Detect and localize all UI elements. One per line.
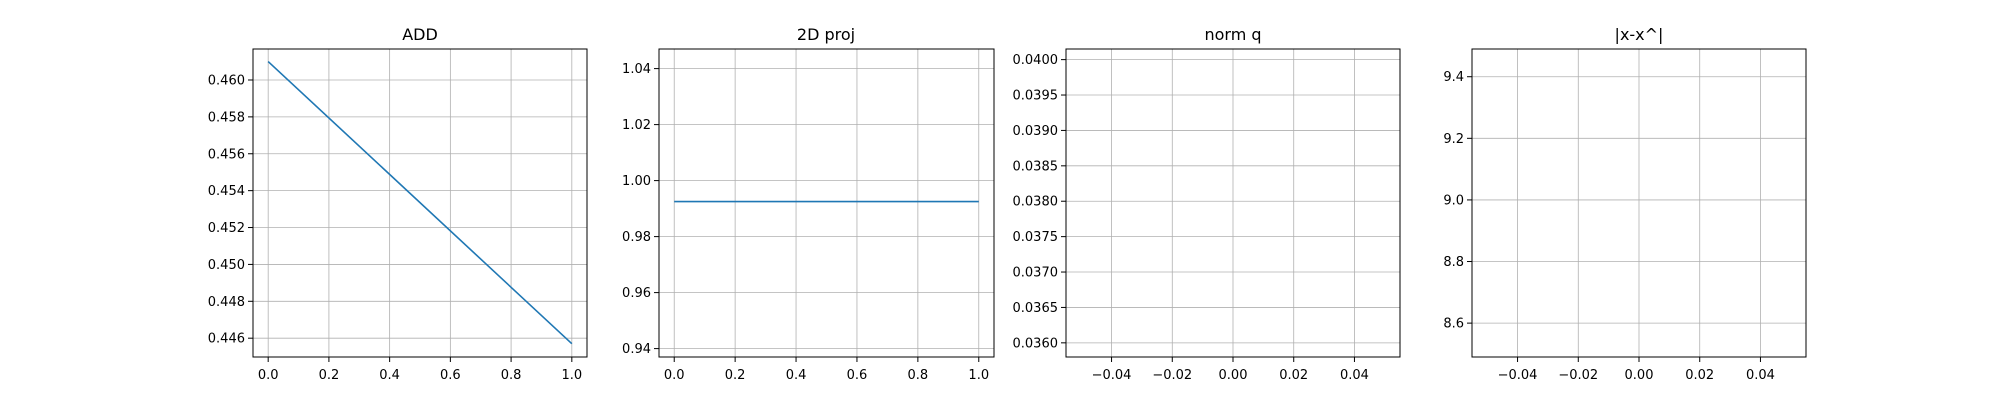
y-tick-label: 9.0 — [1443, 193, 1464, 208]
y-tick-label: 1.04 — [622, 62, 651, 77]
chart-panel-x-error: |x-x^| −0.04 −0.02 0.00 0.02 0.04 8.6 8.8 9.0 9.… — [1443, 25, 1807, 383]
x-tick-label: −0.04 — [1092, 368, 1132, 383]
y-tick-label: 0.0365 — [1013, 301, 1059, 316]
x-tick-label: −0.02 — [1558, 368, 1598, 383]
x-tick-label: 0.2 — [725, 368, 746, 383]
y-tick-label: 0.450 — [208, 258, 245, 273]
x-tick-label: 0.4 — [379, 368, 400, 383]
x-tick-label: 1.0 — [561, 368, 582, 383]
y-tick-label: 1.00 — [622, 174, 651, 189]
series-line — [267, 60, 573, 345]
chart-panel-add: ADD 0.0 0.2 0.4 0.6 0.8 1.0 0.446 0.448 0.450 0.4… — [208, 25, 588, 383]
y-tick-label: 1.02 — [622, 118, 651, 133]
y-tick-label: 0.0360 — [1013, 336, 1059, 351]
axes-frame — [658, 48, 995, 358]
y-tick-label: 9.4 — [1443, 70, 1464, 85]
x-tick-label: 0.04 — [1340, 368, 1369, 383]
y-tick-label: 0.94 — [622, 342, 651, 357]
y-tick-label: 0.0395 — [1013, 89, 1059, 104]
axes-frame — [252, 48, 588, 358]
y-tick-label: 0.0375 — [1013, 230, 1059, 245]
chart-title: ADD — [402, 25, 438, 44]
chart-panel-norm-q: norm q −0.04 −0.02 0.00 0.02 0.04 0.0360 0.036… — [1013, 25, 1401, 383]
y-tick-label: 0.460 — [208, 73, 245, 88]
x-tick-label: 0.0 — [258, 368, 279, 383]
x-tick-label: 0.8 — [908, 368, 929, 383]
y-tick-label: 9.2 — [1443, 132, 1464, 147]
y-tick-label: 0.0370 — [1013, 266, 1059, 281]
x-tick-label: 1.0 — [968, 368, 989, 383]
grid-lines — [1472, 49, 1806, 357]
axis-ticks: −0.04 −0.02 0.00 0.02 0.04 8.6 8.8 9.0 9.2 9.4 — [1443, 70, 1775, 383]
y-tick-label: 0.0400 — [1013, 53, 1059, 68]
y-tick-label: 0.454 — [208, 184, 245, 199]
y-tick-label: 0.446 — [208, 332, 245, 347]
y-tick-label: 0.452 — [208, 221, 245, 236]
grid-lines — [253, 49, 587, 357]
x-tick-label: 0.02 — [1685, 368, 1714, 383]
chart-panel-2d-proj: 2D proj 0.0 0.2 0.4 0.6 0.8 1.0 0.94 0.96 0.98 1.… — [622, 25, 995, 383]
x-tick-label: −0.04 — [1498, 368, 1538, 383]
y-tick-label: 8.8 — [1443, 255, 1464, 270]
x-tick-label: 0.8 — [501, 368, 522, 383]
y-tick-label: 0.0390 — [1013, 124, 1059, 139]
x-tick-label: 0.0 — [664, 368, 685, 383]
x-tick-label: 0.6 — [847, 368, 868, 383]
axis-ticks: 0.0 0.2 0.4 0.6 0.8 1.0 0.446 0.448 0.450 0.452 0.… — [208, 73, 582, 383]
x-tick-label: 0.00 — [1219, 368, 1248, 383]
chart-title: 2D proj — [797, 25, 855, 44]
y-tick-label: 0.458 — [208, 110, 245, 125]
y-tick-label: 0.0380 — [1013, 195, 1059, 210]
y-tick-label: 0.96 — [622, 286, 651, 301]
x-tick-label: 0.00 — [1625, 368, 1654, 383]
x-tick-label: 0.04 — [1746, 368, 1775, 383]
x-tick-label: 0.6 — [440, 368, 461, 383]
y-tick-label: 0.448 — [208, 295, 245, 310]
x-tick-label: −0.02 — [1152, 368, 1192, 383]
chart-title: norm q — [1204, 25, 1261, 44]
y-tick-label: 0.0385 — [1013, 159, 1059, 174]
axis-ticks: 0.0 0.2 0.4 0.6 0.8 1.0 0.94 0.96 0.98 1.00 1.02 1.… — [622, 62, 989, 383]
axes-frame — [1471, 48, 1807, 358]
y-tick-label: 8.6 — [1443, 317, 1464, 332]
axes-frame — [1065, 48, 1401, 358]
chart-title: |x-x^| — [1615, 25, 1664, 44]
grid-lines — [1066, 49, 1400, 357]
y-tick-label: 0.456 — [208, 147, 245, 162]
axis-ticks: −0.04 −0.02 0.00 0.02 0.04 0.0360 0.0365 0.0370… — [1013, 53, 1369, 383]
y-tick-label: 0.98 — [622, 230, 651, 245]
x-tick-label: 0.02 — [1279, 368, 1308, 383]
x-tick-label: 0.2 — [319, 368, 340, 383]
x-tick-label: 0.4 — [786, 368, 807, 383]
grid-lines — [659, 49, 994, 357]
